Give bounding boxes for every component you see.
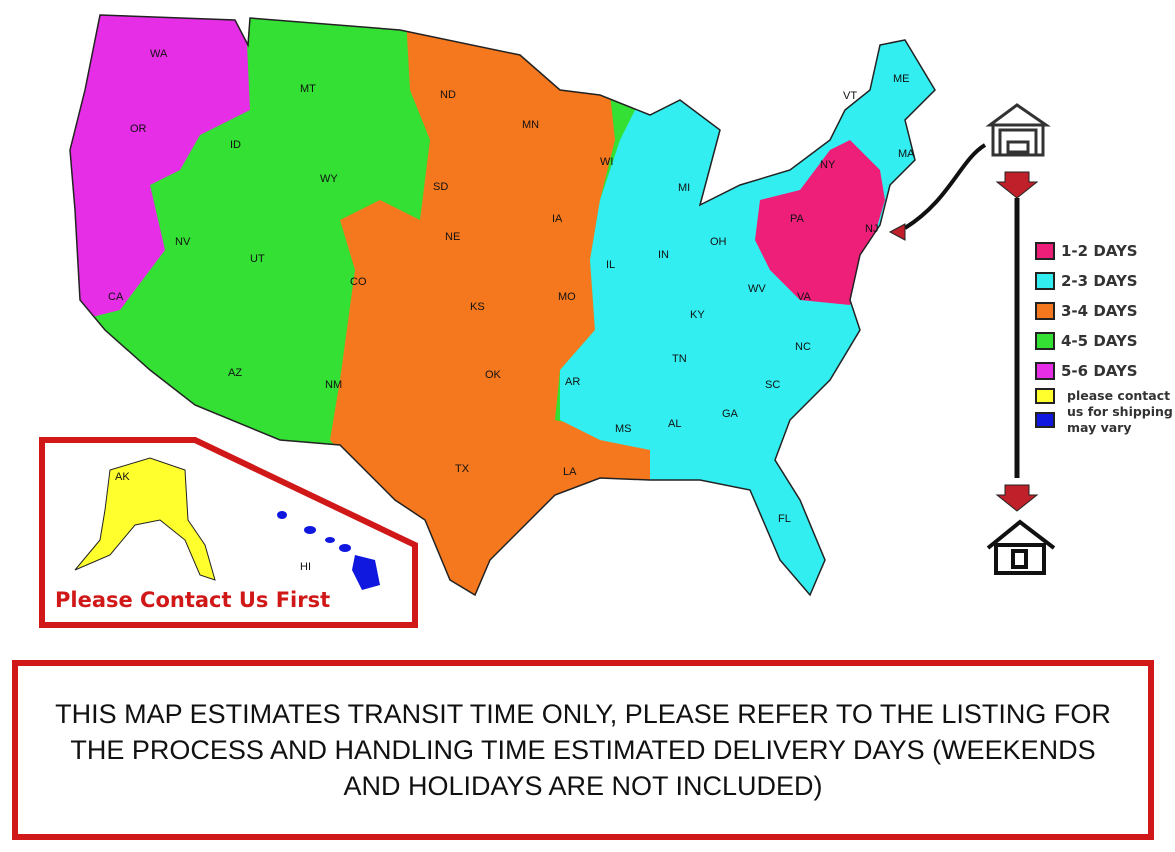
zone-3-4 bbox=[330, 15, 650, 595]
label-OK: OK bbox=[485, 369, 502, 381]
label-CA: CA bbox=[108, 291, 124, 303]
transit-disclaimer-text: THIS MAP ESTIMATES TRANSIT TIME ONLY, PL… bbox=[55, 699, 1111, 801]
legend-label: 2-3 DAYS bbox=[1061, 272, 1138, 290]
hawaii-shape bbox=[277, 511, 380, 590]
label-PA: PA bbox=[790, 213, 805, 225]
legend-swatch bbox=[1035, 412, 1055, 428]
legend-swatch bbox=[1035, 242, 1055, 260]
inset-note: Please Contact Us First bbox=[55, 588, 331, 612]
transit-disclaimer-box: THIS MAP ESTIMATES TRANSIT TIME ONLY, PL… bbox=[12, 660, 1154, 840]
label-OR: OR bbox=[130, 123, 147, 135]
us-shipping-map: WA OR CA NV ID MT WY UT AZ CO NM ND SD NE KS OK TX MN IA MO… bbox=[39, 14, 1056, 628]
label-NV: NV bbox=[175, 236, 191, 248]
legend-contact-line: may vary bbox=[1067, 420, 1132, 435]
label-CO: CO bbox=[350, 276, 367, 288]
label-IA: IA bbox=[552, 213, 563, 225]
label-NM: NM bbox=[325, 379, 342, 391]
label-WA: WA bbox=[150, 48, 168, 60]
label-ID: ID bbox=[230, 139, 241, 151]
label-GA: GA bbox=[722, 408, 739, 420]
label-VA: VA bbox=[797, 291, 812, 303]
legend-label: 4-5 DAYS bbox=[1061, 332, 1138, 350]
warehouse-icon bbox=[985, 103, 1051, 157]
label-MS: MS bbox=[615, 423, 632, 435]
legend-swatch bbox=[1035, 272, 1055, 290]
legend-item: 4-5 DAYS bbox=[1035, 326, 1173, 356]
legend-swatch bbox=[1035, 388, 1055, 404]
legend-label: 1-2 DAYS bbox=[1061, 242, 1138, 260]
label-AR: AR bbox=[565, 376, 580, 388]
legend: 1-2 DAYS 2-3 DAYS 3-4 DAYS 4-5 DAYS 5-6 … bbox=[1035, 236, 1173, 436]
legend-swatch bbox=[1035, 302, 1055, 320]
legend-swatch bbox=[1035, 362, 1055, 380]
label-WV: WV bbox=[748, 283, 766, 295]
zone-5-6 bbox=[70, 15, 250, 320]
label-NY: NY bbox=[820, 159, 836, 171]
label-ND: ND bbox=[440, 89, 456, 101]
label-UT: UT bbox=[250, 253, 265, 265]
arrow-down-icon bbox=[995, 484, 1039, 512]
label-NE: NE bbox=[445, 231, 460, 243]
label-SD: SD bbox=[433, 181, 448, 193]
label-HI: HI bbox=[300, 561, 311, 573]
alaska-shape bbox=[74, 457, 216, 581]
label-FL: FL bbox=[778, 513, 791, 525]
label-IL: IL bbox=[606, 259, 615, 271]
legend-swatch bbox=[1035, 332, 1055, 350]
legend-item-contact: please contact us for shipping may vary bbox=[1035, 388, 1173, 436]
label-OH: OH bbox=[710, 236, 727, 248]
label-WI: WI bbox=[600, 156, 613, 168]
label-ME: ME bbox=[893, 73, 910, 85]
state-labels: WA OR CA NV ID MT WY UT AZ CO NM ND SD NE KS OK TX MN IA MO… bbox=[108, 48, 915, 525]
label-MI: MI bbox=[678, 182, 690, 194]
us-outline bbox=[69, 14, 936, 597]
label-MA: MA bbox=[898, 148, 915, 160]
legend-label: 3-4 DAYS bbox=[1061, 302, 1138, 320]
legend-item: 2-3 DAYS bbox=[1035, 266, 1173, 296]
label-NJ: NJ bbox=[865, 223, 878, 235]
legend-item: 3-4 DAYS bbox=[1035, 296, 1173, 326]
label-MN: MN bbox=[522, 119, 539, 131]
label-TX: TX bbox=[455, 463, 470, 475]
zone-1-2 bbox=[755, 140, 885, 305]
label-NC: NC bbox=[795, 341, 811, 353]
legend-contact-line: please contact bbox=[1067, 388, 1171, 403]
label-AL: AL bbox=[668, 418, 681, 430]
legend-contact-text: please contact us for shipping may vary bbox=[1067, 388, 1173, 436]
label-SC: SC bbox=[765, 379, 780, 391]
label-KS: KS bbox=[470, 301, 485, 313]
label-MT: MT bbox=[300, 83, 316, 95]
legend-item: 1-2 DAYS bbox=[1035, 236, 1173, 266]
house-icon bbox=[986, 519, 1056, 575]
arrow-left-icon bbox=[888, 223, 906, 241]
arrow-down-icon bbox=[995, 171, 1039, 199]
label-LA: LA bbox=[563, 466, 577, 478]
label-VT: VT bbox=[843, 90, 857, 102]
label-WY: WY bbox=[320, 173, 338, 185]
label-AK: AK bbox=[115, 471, 130, 483]
label-IN: IN bbox=[658, 249, 669, 261]
label-AZ: AZ bbox=[228, 367, 242, 379]
legend-item: 5-6 DAYS bbox=[1035, 356, 1173, 386]
legend-contact-line: us for shipping bbox=[1067, 404, 1173, 419]
label-TN: TN bbox=[672, 353, 687, 365]
route-curve bbox=[903, 143, 987, 230]
label-KY: KY bbox=[690, 309, 705, 321]
legend-label: 5-6 DAYS bbox=[1061, 362, 1138, 380]
label-MO: MO bbox=[558, 291, 576, 303]
